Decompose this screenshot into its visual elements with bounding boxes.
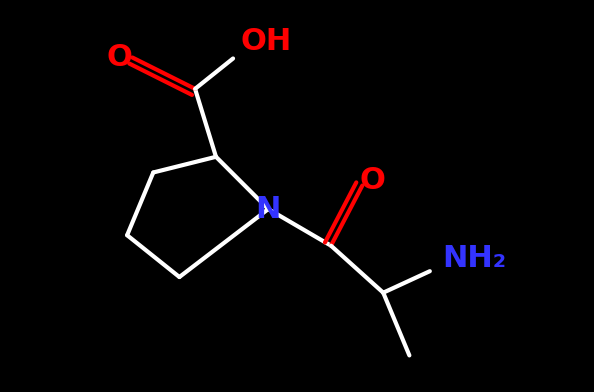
Text: N: N [255,194,281,223]
Text: OH: OH [240,27,291,56]
Text: O: O [106,43,132,72]
Text: NH₂: NH₂ [443,244,507,273]
Text: O: O [360,166,386,195]
